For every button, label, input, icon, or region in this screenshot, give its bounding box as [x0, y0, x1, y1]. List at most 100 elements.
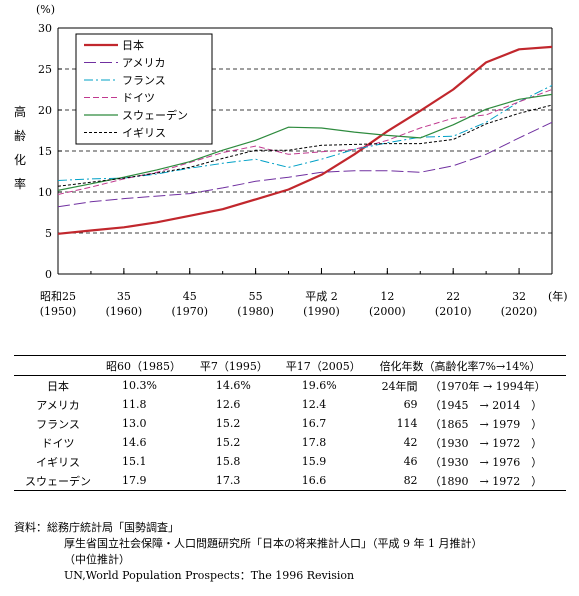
x-tick-label: 12 [380, 290, 394, 303]
x-unit-label: (年) [548, 289, 568, 303]
x-tick-year-label: (1970) [171, 305, 208, 318]
table-cell-1995: 15.2 [215, 417, 241, 430]
table-header-blank [14, 356, 102, 376]
table-row: アメリカ 11.8 12.6 12.4 69 （1945 → 2014 ） [14, 395, 566, 414]
table-cell-1985: 15.1 [122, 455, 147, 468]
series-line [57, 121, 553, 208]
table-cell-doubling-period: （1890 → 1972 ） [429, 474, 543, 488]
table-cell-country: ドイツ [41, 436, 75, 450]
table-cell-1985: 13.0 [122, 417, 147, 430]
x-tick-year-label: (2010) [435, 305, 472, 318]
chart: (%) 高齢化率 0 5 10 15 20 25 30 昭和25 (1950) 35 (1960) 4… [10, 3, 568, 318]
table-cell-2005: 16.7 [301, 417, 327, 430]
table-cell-country: 日本 [47, 379, 69, 393]
table-cell-1995: 15.8 [215, 455, 241, 468]
series-line [57, 45, 553, 235]
y-tick-label: 5 [45, 227, 52, 240]
table-header-doubling: 倍化年数（高齢化率7%→14%） [379, 359, 541, 373]
table-cell-country: イギリス [36, 455, 80, 469]
table-cell-2005: 16.6 [301, 474, 327, 487]
note-line: （中位推計） [64, 553, 130, 566]
table-cell-1985: 11.8 [122, 398, 147, 411]
table-cell-doubling-years: 69 [403, 398, 418, 411]
table-cell-doubling-years: 82 [403, 474, 418, 487]
x-tick-year-label: (2000) [369, 305, 406, 318]
table-cell-country: スウェーデン [25, 474, 91, 488]
table-cell-2005: 12.4 [301, 398, 327, 411]
table-cell-country: アメリカ [36, 398, 80, 412]
y-tick-label: 15 [38, 145, 52, 158]
y-tick-label: 30 [38, 22, 52, 35]
legend-box [75, 33, 213, 145]
table-cell-1995: 12.6 [215, 398, 241, 411]
y-unit-label: (%) [36, 3, 56, 16]
table-row: スウェーデン 17.9 17.3 16.6 82 （1890 → 1972 ） [14, 471, 566, 491]
table-cell-country: フランス [36, 417, 80, 431]
table-body: 日本 10.3% 14.6% 19.6% 24年間 （1970年 → 1994年） アメリカ… [14, 376, 566, 491]
legend-label: 日本 [122, 38, 144, 52]
y-tick-label: 0 [45, 268, 52, 281]
legend-label: スウェーデン [122, 108, 188, 122]
table-header-row: 昭60（1985） 平7（1995） 平17（2005） 倍化年数（高齢化率7%… [14, 355, 566, 376]
y-axis-label-char: 率 [13, 177, 26, 191]
table-row: ドイツ 14.6 15.2 17.8 42 （1930 → 1972 ） [14, 433, 566, 452]
x-tick-label: 45 [183, 290, 197, 303]
table-row: イギリス 15.1 15.8 15.9 46 （1930 → 1976 ） [14, 452, 566, 471]
x-tick-year-label: (2020) [501, 305, 538, 318]
table-cell-doubling-period: （1930 → 1972 ） [429, 436, 543, 450]
series-line [57, 104, 553, 187]
note-line: 厚生省国立社会保障・人口問題研究所「日本の将来推計人口」（平成 9 年 1 月推… [64, 537, 483, 550]
table-cell-doubling-years: 24年間 [381, 379, 418, 393]
note-prefix: 資料： [14, 521, 47, 534]
table-cell-2005: 19.6% [301, 379, 337, 392]
source-notes: 資料：総務庁統計局「国勢調査」 厚生省国立社会保障・人口問題研究所「日本の将来推… [14, 520, 569, 584]
series-line [57, 93, 553, 191]
table-cell-doubling-years: 114 [396, 417, 418, 430]
y-axis-label-char: 高 [13, 105, 26, 119]
y-axis-label: 高齢化率 [10, 100, 30, 196]
legend-label: フランス [122, 74, 166, 87]
table-cell-doubling-period: （1930 → 1976 ） [429, 455, 543, 469]
table-cell-doubling-period: （1945 → 2014 ） [429, 398, 543, 412]
data-table: 昭60（1985） 平7（1995） 平17（2005） 倍化年数（高齢化率7%… [14, 355, 566, 491]
y-axis-label-char: 化 [13, 153, 26, 167]
x-tick-label: 昭和25 [40, 290, 76, 303]
table-cell-1985: 17.9 [122, 474, 147, 487]
x-tick-year-label: (1960) [106, 305, 143, 318]
table-row: フランス 13.0 15.2 16.7 114 （1865 → 1979 ） [14, 414, 566, 433]
table-cell-doubling-years: 42 [403, 436, 418, 449]
table-cell-1995: 15.2 [215, 436, 241, 449]
table-header-1995: 平7（1995） [199, 359, 268, 373]
table-cell-doubling-years: 46 [403, 455, 418, 468]
chart-svg: 0 5 10 15 20 25 30 昭和25 (1950) 35 (1960) 45 (1970) 55… [38, 22, 568, 318]
table-header-1985: 昭60（1985） [106, 359, 181, 373]
y-tick-label: 10 [38, 186, 52, 199]
table-cell-2005: 17.8 [301, 436, 327, 449]
x-tick-label: 35 [117, 290, 131, 303]
x-tick-label: 32 [512, 290, 526, 303]
table-cell-1985: 10.3% [122, 379, 157, 392]
x-tick-label: 22 [446, 290, 460, 303]
note-line: UN,World Population Prospects：The 1996 R… [64, 569, 355, 582]
table-cell-doubling-period: （1865 → 1979 ） [429, 417, 543, 431]
note-line: 資料：総務庁統計局「国勢調査」 [14, 520, 569, 536]
x-tick-year-label: (1980) [237, 305, 274, 318]
x-tick-year-label: (1950) [40, 305, 77, 318]
table-cell-2005: 15.9 [301, 455, 327, 468]
legend-label: イギリス [122, 127, 166, 140]
table-cell-doubling-period: （1970年 → 1994年） [429, 379, 546, 393]
legend-label: アメリカ [122, 57, 165, 70]
table-row: 日本 10.3% 14.6% 19.6% 24年間 （1970年 → 1994年） [14, 376, 566, 396]
y-axis-label-char: 齢 [13, 129, 26, 143]
x-tick-label: 平成 2 [305, 290, 338, 303]
x-tick-year-label: (1990) [303, 305, 340, 318]
y-tick-label: 20 [38, 104, 52, 117]
y-tick-label: 25 [38, 63, 52, 76]
note-text: 総務庁統計局「国勢調査」 [47, 521, 179, 534]
table-header-2005: 平17（2005） [285, 359, 361, 373]
table-cell-1995: 14.6% [215, 379, 251, 392]
legend-label: ドイツ [122, 92, 155, 105]
table-cell-1995: 17.3 [215, 474, 241, 487]
table-cell-1985: 14.6 [122, 436, 147, 449]
x-tick-label: 55 [249, 290, 263, 303]
